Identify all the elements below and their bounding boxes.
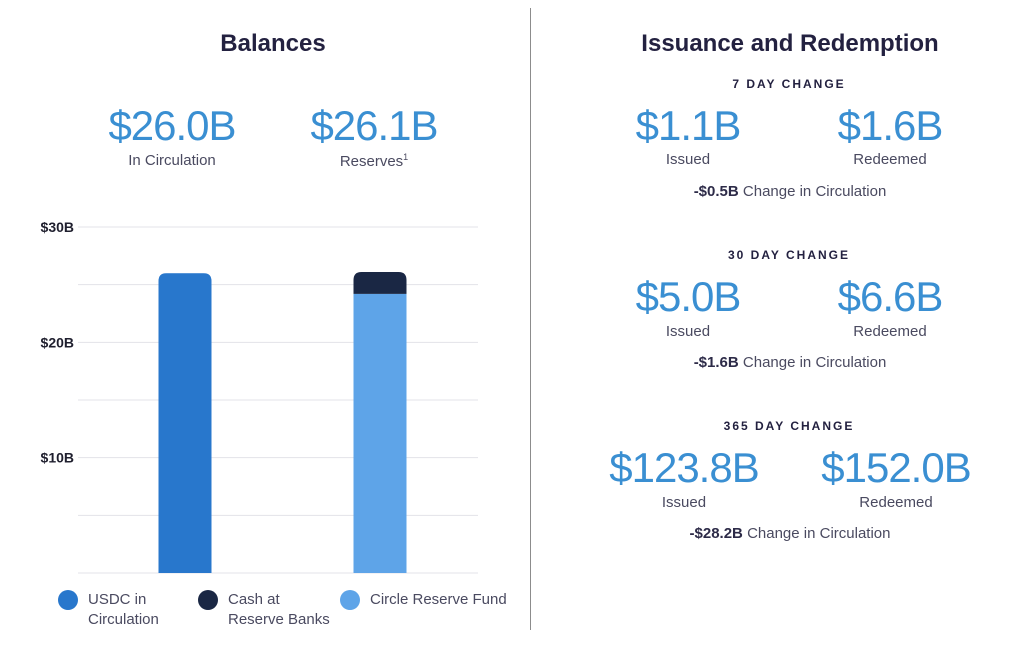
y-tick-label: $20B	[41, 334, 74, 350]
y-tick-label: $10B	[41, 450, 74, 466]
change-30day: -$1.6B Change in Circulation	[693, 354, 887, 371]
redeemed-value-365day: $152.0B	[821, 444, 971, 491]
redeemed-label-365day: Redeemed	[859, 494, 933, 511]
y-tick-label: $30B	[41, 219, 74, 235]
column-divider	[530, 8, 531, 630]
period-heading-365day: 365 DAY CHANGE	[723, 419, 855, 433]
change-7day: -$0.5B Change in Circulation	[693, 183, 887, 200]
redeemed-label-7day: Redeemed	[853, 151, 927, 168]
issuance-title: Issuance and Redemption	[641, 30, 939, 57]
reserves-footnote[interactable]: 1	[403, 152, 409, 162]
period-heading-30day: 30 DAY CHANGE	[727, 248, 851, 262]
balances-chart: $10B $20B $30B	[41, 219, 478, 574]
reserves-label: Reserves	[339, 153, 404, 170]
period-heading-7day: 7 DAY CHANGE	[732, 77, 846, 91]
legend-label-cash: Cash at Reserve Banks	[228, 591, 330, 628]
issued-label-7day: Issued	[665, 151, 711, 168]
issued-label-365day: Issued	[661, 494, 707, 511]
bar-cash-at-reserve-banks	[353, 271, 407, 294]
redeemed-value-7day: $1.6B	[837, 102, 944, 149]
reserves-label-wrap: Reserves1	[264, 152, 484, 170]
circulation-label: In Circulation	[128, 152, 216, 169]
legend-swatch-cash	[198, 590, 218, 610]
issued-value-7day: $1.1B	[635, 102, 742, 149]
legend-item-cash: Cash at Reserve Banks	[198, 590, 330, 630]
reserves-value: $26.1B	[310, 102, 438, 149]
circulation-value: $26.0B	[108, 102, 236, 149]
legend-label-usdc: USDC in Circulation	[88, 591, 159, 628]
legend-swatch-usdc	[58, 590, 78, 610]
balances-title: Balances	[220, 30, 326, 57]
bar-usdc-in-circulation	[158, 273, 212, 573]
legend-item-reserve-fund: Circle Reserve Fund	[340, 590, 507, 610]
legend-item-usdc: USDC in Circulation	[58, 590, 159, 630]
redeemed-value-30day: $6.6B	[837, 273, 944, 320]
bar-circle-reserve-fund	[353, 293, 407, 573]
redeemed-label-30day: Redeemed	[853, 323, 927, 340]
legend-label-reserve-fund: Circle Reserve Fund	[370, 591, 507, 608]
legend-swatch-reserve-fund	[340, 590, 360, 610]
issued-value-365day: $123.8B	[609, 444, 759, 491]
issued-label-30day: Issued	[665, 323, 711, 340]
issued-value-30day: $5.0B	[635, 273, 742, 320]
change-365day: -$28.2B Change in Circulation	[689, 525, 891, 542]
